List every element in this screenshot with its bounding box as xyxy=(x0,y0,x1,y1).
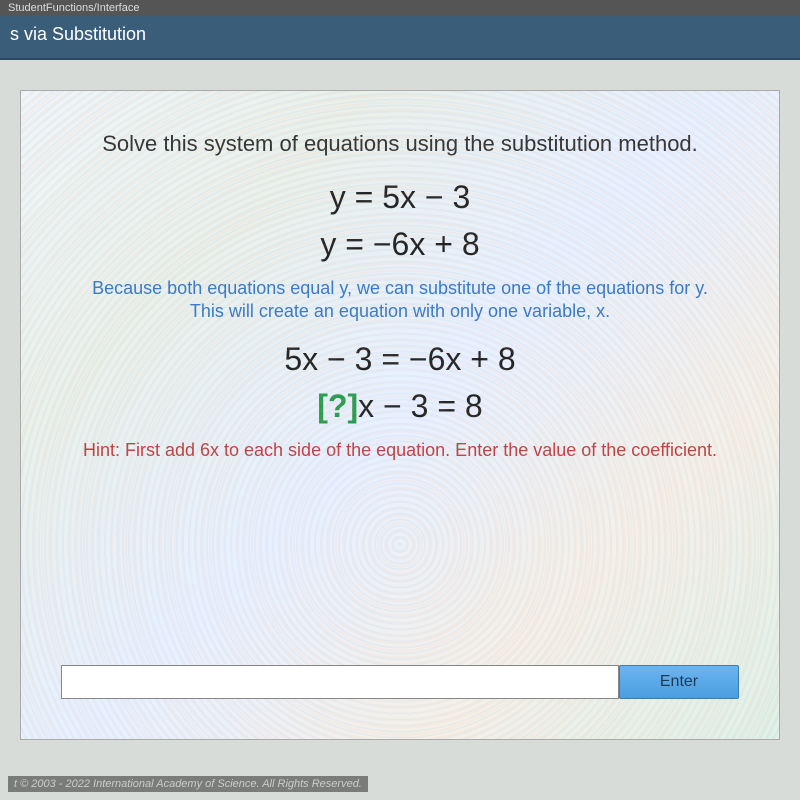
hint-text: Hint: First add 6x to each side of the e… xyxy=(61,439,739,462)
explanation-text: Because both equations equal y, we can s… xyxy=(81,277,719,324)
page-header: s via Substitution xyxy=(0,16,800,60)
problem-panel: Solve this system of equations using the… xyxy=(20,90,780,740)
answer-row: Enter xyxy=(61,665,739,699)
equation-3: 5x − 3 = −6x + 8 xyxy=(61,337,739,382)
equation-4: [?]x − 3 = 8 xyxy=(61,384,739,429)
equation-4-tail: x − 3 = 8 xyxy=(358,388,483,424)
tab-text: StudentFunctions/Interface xyxy=(8,2,139,14)
page-title: s via Substitution xyxy=(10,24,146,44)
equation-1: y = 5x − 3 xyxy=(61,175,739,220)
equation-2: y = −6x + 8 xyxy=(61,222,739,267)
copyright-footer: t © 2003 - 2022 International Academy of… xyxy=(8,776,368,792)
answer-blank-bracket: [?] xyxy=(317,388,358,424)
answer-input[interactable] xyxy=(61,665,619,699)
content-area: Solve this system of equations using the… xyxy=(0,60,800,740)
browser-tab-bar: StudentFunctions/Interface xyxy=(0,0,800,16)
enter-button[interactable]: Enter xyxy=(619,665,739,699)
problem-prompt: Solve this system of equations using the… xyxy=(61,131,739,157)
